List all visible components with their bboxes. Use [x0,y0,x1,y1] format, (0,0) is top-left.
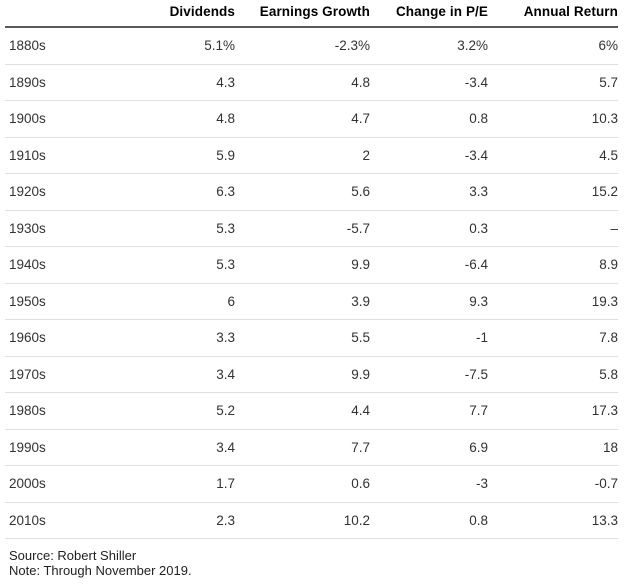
table-row: 1880s 5.1% -2.3% 3.2% 6% [5,27,618,65]
header-row: Dividends Earnings Growth Change in P/E Ann… [5,0,618,28]
value-cell-earnings-growth: 9.9 [235,356,370,393]
decade-cell: 1980s [5,392,115,430]
value-cell-annual-return: 8.9 [488,246,618,284]
value-cell-annual-return: -0.7 [488,465,618,503]
value-cell-earnings-growth: 9.9 [235,246,370,284]
column-header-change-in-pe: Change in P/E [370,0,488,28]
decade-cell: 1920s [5,173,115,211]
decade-cell: 2000s [5,465,115,503]
value-cell-dividends: 3.4 [115,429,235,466]
table-header-row: Dividends Earnings Growth Change in P/E Ann… [5,0,618,28]
value-cell-annual-return: 17.3 [488,392,618,430]
value-cell-earnings-growth: 4.7 [235,100,370,138]
value-cell-change-in-pe: 0.8 [370,100,488,138]
decade-cell: 1950s [5,283,115,320]
table-row: 1950s 6 3.9 9.3 19.3 [5,283,618,320]
decade-returns-table-container: Dividends Earnings Growth Change in P/E Ann… [5,0,618,539]
value-cell-dividends: 4.3 [115,64,235,101]
value-cell-change-in-pe: -3 [370,465,488,503]
column-header-earnings-growth: Earnings Growth [235,0,370,28]
value-cell-earnings-growth: 0.6 [235,465,370,503]
value-cell-earnings-growth: -2.3% [235,27,370,65]
table-row: 1940s 5.3 9.9 -6.4 8.9 [5,246,618,284]
value-cell-annual-return: 10.3 [488,100,618,138]
value-cell-annual-return: 7.8 [488,319,618,357]
value-cell-earnings-growth: 4.8 [235,64,370,101]
table-row: 1980s 5.2 4.4 7.7 17.3 [5,392,618,430]
value-cell-annual-return: 19.3 [488,283,618,320]
decade-returns-table: Dividends Earnings Growth Change in P/E Ann… [5,0,618,539]
value-cell-dividends: 1.7 [115,465,235,503]
decade-cell: 1900s [5,100,115,138]
table-row: 1890s 4.3 4.8 -3.4 5.7 [5,64,618,101]
value-cell-earnings-growth: 3.9 [235,283,370,320]
value-cell-annual-return: 13.3 [488,502,618,539]
value-cell-change-in-pe: -7.5 [370,356,488,393]
value-cell-dividends: 6.3 [115,173,235,211]
table-row: 1970s 3.4 9.9 -7.5 5.8 [5,356,618,393]
value-cell-change-in-pe: 7.7 [370,392,488,430]
value-cell-change-in-pe: -6.4 [370,246,488,284]
table-row: 2010s 2.3 10.2 0.8 13.3 [5,502,618,539]
value-cell-change-in-pe: 0.3 [370,210,488,247]
decade-cell: 1930s [5,210,115,247]
value-cell-annual-return: – [488,210,618,247]
table-body: 1880s 5.1% -2.3% 3.2% 6% 1890s 4.3 4.8 -3.4 5.7 19… [5,27,618,539]
table-row: 1930s 5.3 -5.7 0.3– [5,210,618,247]
value-cell-dividends: 4.8 [115,100,235,138]
value-cell-annual-return: 15.2 [488,173,618,211]
value-cell-earnings-growth: 10.2 [235,502,370,539]
value-cell-earnings-growth: 5.6 [235,173,370,211]
value-cell-dividends: 6 [115,283,235,320]
value-cell-dividends: 5.3 [115,210,235,247]
value-cell-change-in-pe: 9.3 [370,283,488,320]
value-cell-change-in-pe: 0.8 [370,502,488,539]
decade-cell: 1890s [5,64,115,101]
decade-cell: 1910s [5,137,115,174]
value-cell-annual-return: 18 [488,429,618,466]
value-cell-earnings-growth: 2 [235,137,370,174]
table-row: 1920s 6.3 5.6 3.3 15.2 [5,173,618,211]
value-cell-change-in-pe: 3.2% [370,27,488,65]
table-row: 1900s 4.8 4.7 0.8 10.3 [5,100,618,138]
decade-cell: 1990s [5,429,115,466]
source-line: Source: Robert Shiller [9,548,137,563]
value-cell-dividends: 3.3 [115,319,235,357]
note-line: Note: Through November 2019. [9,563,192,578]
decade-cell: 2010s [5,502,115,539]
value-cell-earnings-growth: -5.7 [235,210,370,247]
value-cell-annual-return: 6% [488,27,618,65]
table-row: 1990s 3.4 7.7 6.9 18 [5,429,618,466]
value-cell-dividends: 3.4 [115,356,235,393]
table-row: 2000s 1.7 0.6 -3 -0.7 [5,465,618,503]
value-cell-change-in-pe: -3.4 [370,64,488,101]
value-cell-change-in-pe: -3.4 [370,137,488,174]
value-cell-earnings-growth: 4.4 [235,392,370,430]
column-header-annual-return: Annual Return [488,0,618,28]
value-cell-dividends: 5.3 [115,246,235,284]
value-cell-change-in-pe: 6.9 [370,429,488,466]
value-cell-annual-return: 5.8 [488,356,618,393]
value-cell-dividends: 5.2 [115,392,235,430]
value-cell-earnings-growth: 5.5 [235,319,370,357]
column-header-decade [5,0,115,28]
value-cell-change-in-pe: 3.3 [370,173,488,211]
decade-cell: 1940s [5,246,115,284]
value-cell-annual-return: 5.7 [488,64,618,101]
table-row: 1960s 3.3 5.5 -1 7.8 [5,319,618,357]
value-cell-dividends: 5.9 [115,137,235,174]
column-header-dividends: Dividends [115,0,235,28]
value-cell-dividends: 5.1% [115,27,235,65]
decade-cell: 1970s [5,356,115,393]
value-cell-change-in-pe: -1 [370,319,488,357]
table-footnotes: Source: Robert Shiller Note: Through Nov… [9,548,192,578]
value-cell-annual-return: 4.5 [488,137,618,174]
value-cell-earnings-growth: 7.7 [235,429,370,466]
value-cell-dividends: 2.3 [115,502,235,539]
decade-cell: 1960s [5,319,115,357]
table-row: 1910s 5.9 2 -3.4 4.5 [5,137,618,174]
decade-cell: 1880s [5,27,115,65]
